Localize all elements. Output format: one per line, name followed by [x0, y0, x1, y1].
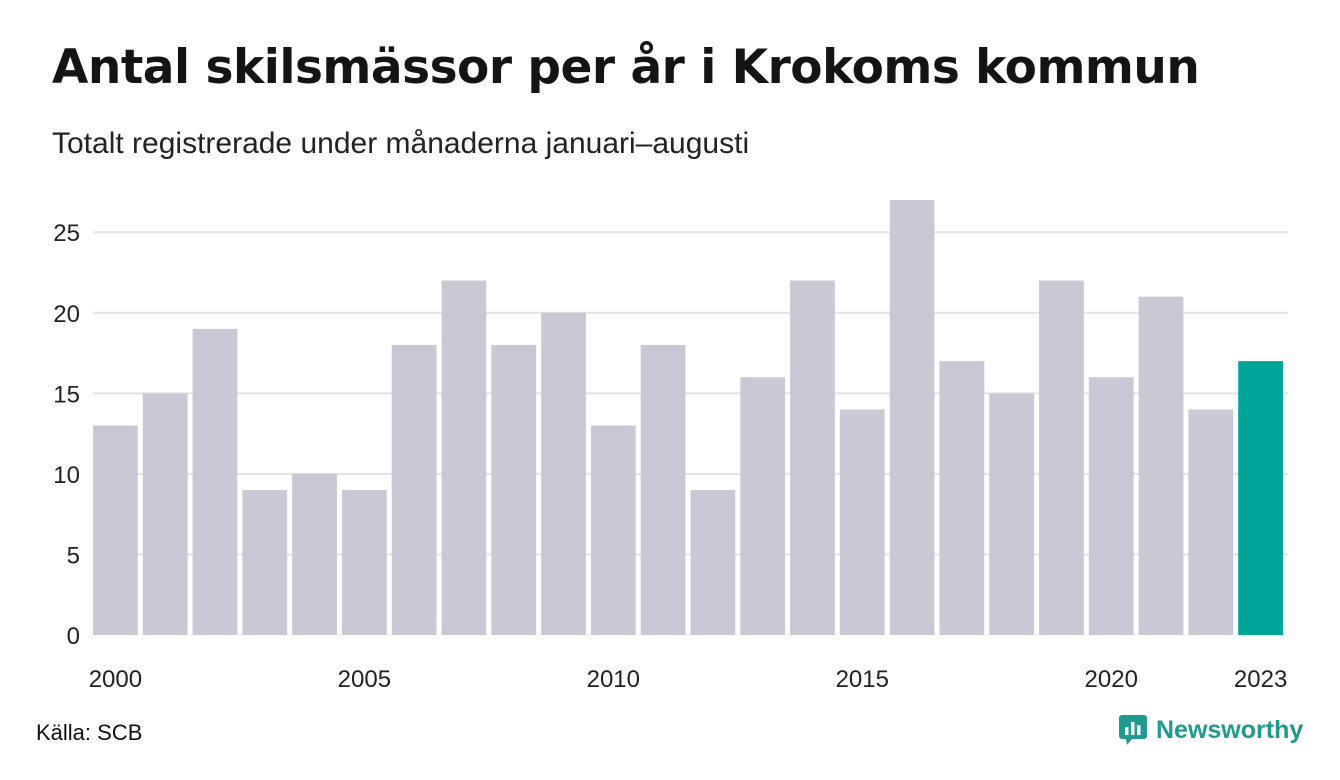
bars: [93, 200, 1283, 635]
chart-subtitle: Totalt registrerade under månaderna janu…: [52, 127, 750, 160]
x-tick-label: 2005: [338, 666, 391, 693]
bar-2012: [690, 490, 736, 635]
bar-2001: [142, 393, 188, 635]
bar-2002: [192, 328, 238, 635]
bar-chart: 0 5 10 15 20 25 2000 2005 2010 2015 2020 2023: [53, 200, 1288, 693]
y-tick-label: 20: [53, 301, 80, 328]
bar-2010: [590, 425, 636, 635]
x-tick-label: 2000: [89, 666, 142, 693]
bar-2018: [989, 393, 1035, 635]
y-tick-label: 25: [53, 220, 80, 247]
y-tick-label: 0: [67, 623, 80, 650]
brand-name: Newsworthy: [1156, 715, 1304, 744]
chart-title: Antal skilsmässor per år i Krokoms kommu…: [52, 40, 1200, 95]
newsworthy-logo-icon: [1119, 715, 1147, 745]
x-tick-label: 2023: [1234, 666, 1287, 693]
bar-2008: [491, 345, 537, 635]
bar-2015: [839, 409, 885, 635]
bar-2020: [1088, 377, 1134, 635]
x-tick-label: 2015: [836, 666, 889, 693]
x-axis-ticks: 2000 2005 2010 2015 2020 2023: [89, 666, 1288, 693]
bar-2023: [1238, 361, 1283, 635]
bar-2007: [441, 280, 487, 635]
x-tick-label: 2020: [1085, 666, 1138, 693]
bar-2009: [541, 312, 586, 635]
y-tick-label: 15: [53, 381, 80, 408]
y-tick-label: 5: [67, 542, 80, 569]
y-axis-ticks: 0 5 10 15 20 25: [53, 220, 80, 650]
bar-2000: [93, 425, 138, 635]
y-tick-label: 10: [53, 462, 80, 489]
bar-2011: [640, 345, 686, 635]
bar-2022: [1188, 409, 1234, 635]
x-tick-label: 2010: [587, 666, 640, 693]
bar-2017: [939, 361, 985, 635]
bar-2006: [391, 345, 437, 635]
bar-2013: [740, 377, 786, 635]
bar-2016: [889, 200, 935, 635]
brand-logo[interactable]: Newsworthy: [1118, 714, 1303, 746]
source-note: Källa: SCB: [36, 720, 143, 745]
bar-2021: [1138, 296, 1184, 635]
bar-2003: [242, 490, 288, 635]
bar-2004: [292, 473, 337, 635]
bar-2019: [1039, 280, 1084, 635]
bar-2005: [341, 490, 387, 635]
bar-2014: [790, 280, 835, 635]
